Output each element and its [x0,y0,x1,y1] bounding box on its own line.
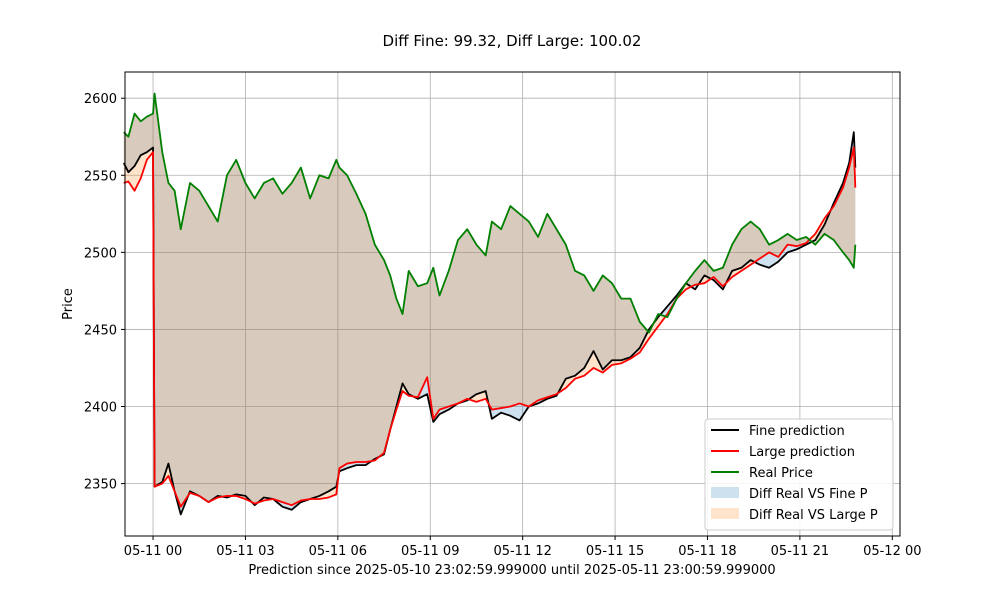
x-tick-label: 05-11 21 [771,544,829,559]
y-tick-label: 2400 [84,401,117,416]
x-tick-label: 05-11 09 [401,544,459,559]
y-tick-label: 2500 [84,246,117,261]
x-tick-label: 05-11 00 [124,544,182,559]
legend-box [704,418,894,531]
plot-frame [124,71,901,537]
x-tick-label: 05-11 15 [586,544,644,559]
y-axis-label: Price [61,288,76,320]
y-tick-label: 2350 [84,478,117,493]
x-tick-label: 05-11 06 [309,544,367,559]
x-axis-label: Prediction since 2025-05-10 23:02:59.999… [248,563,775,578]
line-layer [122,92,857,516]
y-tick-label: 2600 [84,92,117,107]
series-line-1 [123,146,857,508]
legend-swatch-fill-large [711,508,739,519]
legend-label-fill-fine: Diff Real VS Fine P [749,487,868,502]
x-tick-label: 05-11 12 [493,544,551,559]
legend-label-real: Real Price [749,466,813,481]
y-tick-label: 2550 [84,169,117,184]
x-tick-label: 05-11 03 [216,544,274,559]
series-line-2 [123,92,857,334]
x-tick-label: 05-12 00 [863,544,921,559]
legend: Fine prediction Large prediction Real Pr… [704,418,894,531]
fill-layer [123,93,856,515]
chart-title: Diff Fine: 99.32, Diff Large: 100.02 [383,32,642,50]
legend-label-fill-large: Diff Real VS Large P [749,508,878,523]
legend-swatch-fill-fine [711,487,739,498]
x-tick-label: 05-11 18 [678,544,736,559]
legend-label-fine: Fine prediction [749,424,845,439]
fill-area-1 [123,93,856,507]
fill-area-0 [123,93,856,515]
legend-label-large: Large prediction [749,445,855,460]
tick-layer: 05-11 00 05-11 03 05-11 06 05-11 09 05-11 12… [84,92,922,559]
y-tick-label: 2450 [84,323,117,338]
